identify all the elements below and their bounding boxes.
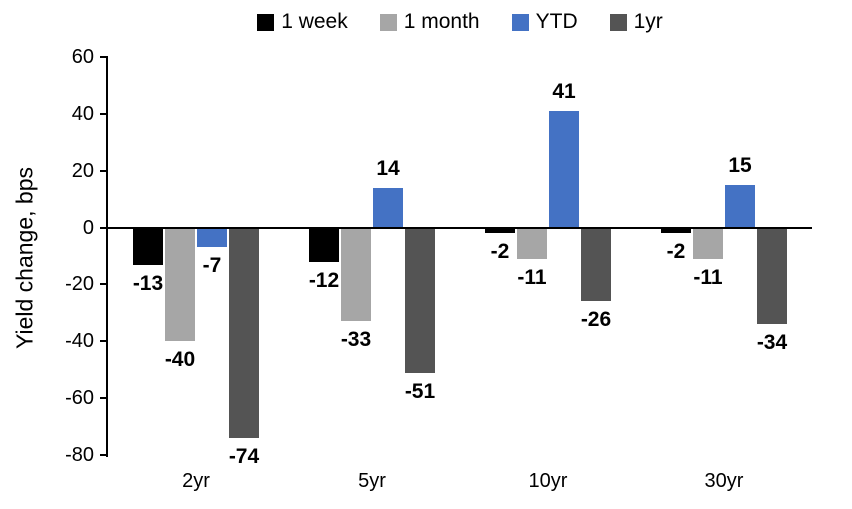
legend-item: 1 week [257, 10, 348, 34]
legend-item: 1yr [609, 10, 663, 34]
y-axis-tick-label: -20 [65, 273, 94, 296]
bar-value-label: 15 [728, 153, 752, 177]
bar-value-label: 14 [376, 156, 400, 180]
bar-1-month-5yr [341, 227, 371, 322]
y-axis-tick-label: 40 [71, 102, 94, 125]
y-axis-tick-label: -40 [65, 330, 94, 353]
legend-swatch-icon [511, 13, 529, 31]
legend-label: YTD [535, 10, 578, 33]
x-axis-category-label: 2yr [182, 470, 210, 492]
bar-value-label: -26 [580, 308, 612, 332]
bar-YTD-2yr [197, 227, 227, 248]
legend-swatch-icon [257, 13, 275, 31]
y-axis-title: Yield change, bps [11, 166, 38, 350]
bar-value-label: -2 [666, 240, 686, 264]
y-axis-tick [100, 397, 108, 400]
legend-swatch-icon [379, 13, 397, 31]
y-axis-tick [100, 340, 108, 343]
bar-1-week-2yr [133, 227, 163, 265]
bar-value-label: -40 [164, 348, 196, 372]
y-axis-tick-label: -60 [65, 387, 94, 410]
x-axis-category-label: 10yr [528, 470, 568, 492]
x-axis-zero-line [106, 226, 812, 229]
bar-1yr-10yr [581, 227, 611, 302]
bar-value-label: -74 [228, 444, 260, 468]
legend-label: 1yr [633, 10, 663, 33]
y-axis-tick-label: 0 [82, 216, 94, 239]
bar-value-label: -33 [340, 328, 372, 352]
bar-1-week-30yr [661, 227, 691, 234]
bar-1yr-30yr [757, 227, 787, 325]
bar-YTD-5yr [373, 187, 403, 228]
legend-item: YTD [511, 10, 578, 34]
bar-YTD-10yr [549, 111, 579, 228]
legend-swatch-icon [609, 13, 627, 31]
legend-label: 1 month [403, 10, 480, 33]
bar-1yr-5yr [405, 227, 435, 373]
chart-legend: 1 week 1 month YTD 1yr [108, 8, 812, 36]
y-axis-tick [100, 112, 108, 115]
y-axis-tick [100, 56, 108, 58]
bar-1-week-10yr [485, 227, 515, 234]
legend-label: 1 week [281, 10, 348, 33]
y-axis-tick [100, 454, 108, 456]
bar-1-month-2yr [165, 227, 195, 342]
bar-value-label: -51 [404, 379, 436, 403]
y-axis-tick [100, 169, 108, 172]
bar-1-month-30yr [693, 227, 723, 259]
y-axis-tick [100, 226, 108, 229]
bar-YTD-30yr [725, 184, 755, 228]
y-axis-tick-label: 60 [71, 46, 94, 68]
bar-value-label: -2 [490, 240, 510, 264]
plot-area: 60 40 20 0 -20 -40 -60 -80 -13 -40 -7 -74 2yr -12 -33 1… [65, 46, 812, 492]
bar-value-label: -11 [517, 265, 547, 289]
bar-value-label: 41 [552, 80, 576, 103]
bar-1-week-5yr [309, 227, 339, 262]
y-axis-tick-label: 20 [71, 159, 94, 182]
legend-item: 1 month [379, 10, 480, 34]
x-axis-category-label: 30yr [704, 470, 744, 492]
bar-value-label: -11 [693, 265, 723, 289]
bar-value-label: -34 [756, 331, 788, 355]
x-axis-category-label: 5yr [358, 470, 386, 492]
bar-value-label: -7 [202, 254, 222, 278]
bar-1-month-10yr [517, 227, 547, 259]
y-axis-line [106, 57, 108, 457]
bar-value-label: -13 [132, 271, 164, 295]
y-axis-tick [100, 283, 108, 286]
bar-value-label: -12 [308, 268, 340, 292]
bar-1yr-2yr [229, 227, 259, 438]
y-axis-tick-label: -80 [65, 444, 94, 466]
